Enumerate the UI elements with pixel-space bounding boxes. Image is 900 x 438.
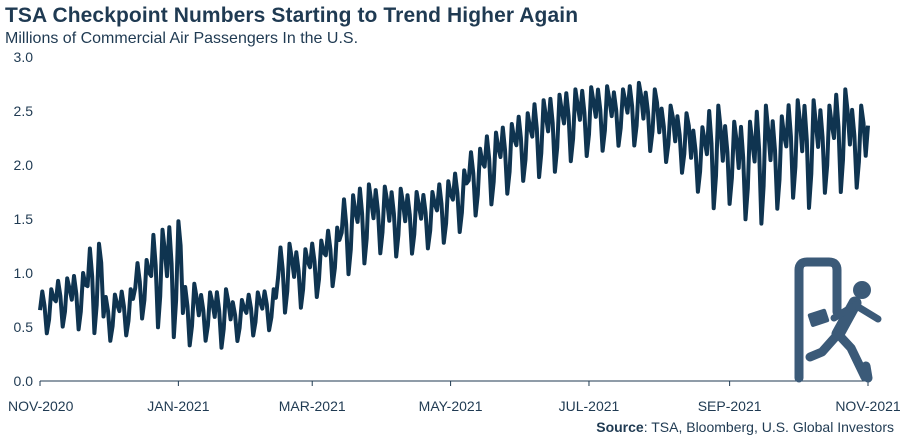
y-tick-label: 2.5 [14,103,34,119]
y-tick-label: 0.5 [14,319,34,335]
page-subtitle: Millions of Commercial Air Passengers In… [5,30,359,47]
x-axis [39,380,871,386]
y-tick-label: 3.0 [14,49,34,65]
y-axis: 0.0 0.5 1.0 1.5 2.0 2.5 3.0 [14,49,34,389]
series-layer [38,80,870,350]
x-tick-label: SEP-2021 [698,398,762,414]
source-label: Source [596,419,644,435]
x-tick-label: MAY-2021 [419,398,483,414]
x-tick-label: JUL-2021 [559,398,620,414]
airport-traveler-icon [794,257,882,383]
y-tick-label: 1.0 [14,265,34,281]
x-tick-label: NOV-2020 [8,398,74,414]
x-tick-label: NOV-2021 [835,398,900,414]
x-tick-label: MAR-2021 [279,398,346,414]
y-tick-label: 1.5 [14,211,34,227]
source-text: : TSA, Bloomberg, U.S. Global Investors [643,419,894,435]
y-tick-label: 0.0 [14,373,34,389]
x-tick-label: JAN-2021 [147,398,209,414]
source-note: Source: TSA, Bloomberg, U.S. Global Inve… [596,419,894,435]
y-tick-label: 2.0 [14,157,34,173]
passenger-series-line [38,80,870,350]
x-axis-labels: NOV-2020 JAN-2021 MAR-2021 MAY-2021 JUL-2021… [8,398,900,414]
page-title: TSA Checkpoint Numbers Starting to Trend… [5,4,579,27]
